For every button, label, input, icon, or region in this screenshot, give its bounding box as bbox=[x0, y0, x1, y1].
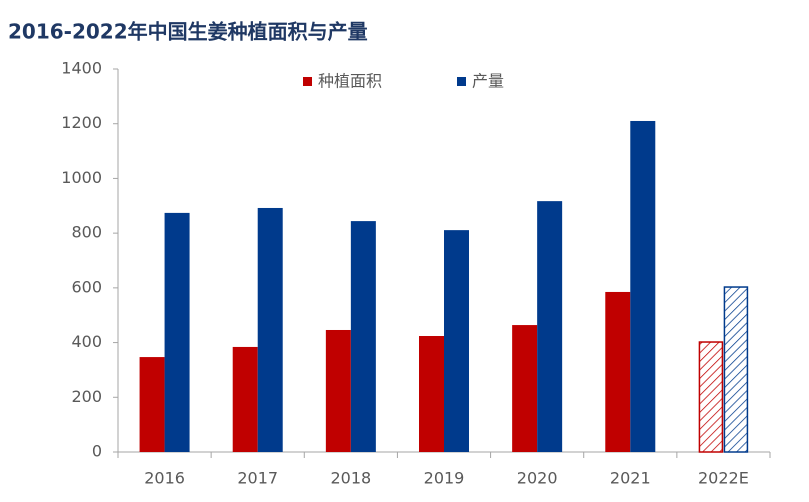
legend-label: 产量 bbox=[472, 72, 504, 91]
bar bbox=[350, 221, 376, 452]
bar bbox=[723, 286, 749, 453]
x-tick-label: 2021 bbox=[610, 469, 651, 488]
bar bbox=[698, 341, 724, 453]
bar bbox=[232, 346, 258, 452]
chart-title: 2016-2022年中国生姜种植面积与产量 bbox=[8, 20, 368, 44]
legend-swatch bbox=[457, 77, 466, 86]
bar bbox=[512, 325, 538, 452]
bar bbox=[605, 291, 631, 452]
bar bbox=[630, 120, 656, 452]
bar bbox=[419, 336, 444, 452]
bar bbox=[537, 201, 563, 452]
bar bbox=[164, 212, 190, 452]
legend-label: 种植面积 bbox=[318, 72, 382, 91]
bar bbox=[139, 357, 165, 452]
y-tick-label: 0 bbox=[92, 442, 102, 461]
bar bbox=[257, 207, 283, 452]
x-tick-label: 2019 bbox=[424, 469, 465, 488]
y-tick-label: 800 bbox=[71, 223, 102, 242]
x-tick-label: 2020 bbox=[517, 469, 558, 488]
legend-swatch bbox=[303, 77, 312, 86]
y-tick-label: 1200 bbox=[61, 113, 102, 132]
x-tick-label: 2022E bbox=[698, 469, 749, 488]
x-tick-label: 2017 bbox=[237, 469, 278, 488]
x-tick-label: 2016 bbox=[144, 469, 185, 488]
bar bbox=[444, 230, 469, 452]
y-tick-label: 400 bbox=[71, 332, 102, 351]
bar bbox=[325, 329, 351, 452]
y-tick-label: 1400 bbox=[61, 59, 102, 78]
x-tick-label: 2018 bbox=[330, 469, 371, 488]
y-tick-label: 600 bbox=[71, 277, 102, 296]
y-tick-label: 200 bbox=[71, 387, 102, 406]
y-tick-label: 1000 bbox=[61, 168, 102, 187]
